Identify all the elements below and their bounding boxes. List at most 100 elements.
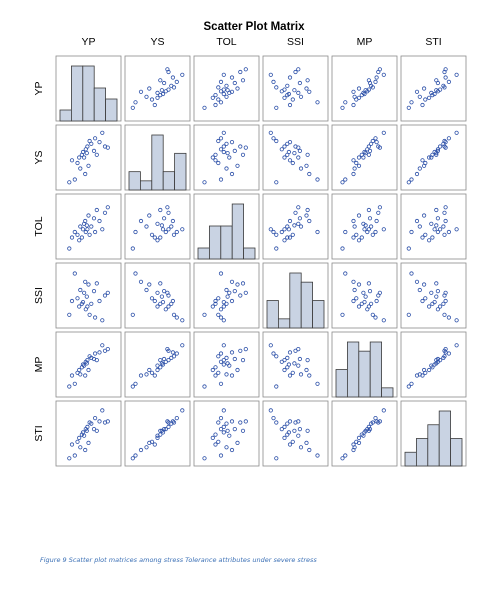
scatter-point-sti-tol-9: [229, 447, 235, 453]
scatter-point-ssi-yp-20: [100, 318, 105, 323]
cell-frame-ys-sti: [400, 124, 467, 191]
scatter-point-ssi-sti-0: [406, 312, 411, 317]
scatter-point-tol-ssi-9: [307, 218, 312, 224]
scatter-point-ys-yp-20: [100, 130, 105, 135]
scatter-point-mp-yp-8: [82, 363, 87, 368]
scatter-point-tol-sti-0: [406, 246, 411, 251]
scatter-point-mp-yp-17: [93, 351, 98, 356]
scatter-point-ssi-ys-3: [149, 296, 155, 301]
scatter-point-ys-tol-14: [216, 138, 221, 144]
scatter-point-mp-ssi-11: [292, 361, 297, 366]
scatter-point-ys-ssi-7: [286, 149, 291, 155]
scatter-point-tol-yp-19: [97, 218, 102, 224]
scatter-point-sti-ssi-16: [297, 426, 302, 432]
scatter-point-tol-sti-20: [454, 227, 459, 232]
scatter-point-ys-tol-17: [218, 136, 224, 141]
scatter-point-tol-sti-15: [441, 224, 446, 229]
scatter-point-yp-tol-7: [221, 91, 226, 97]
scatter-point-sti-mp-0: [340, 456, 345, 461]
scatter-point-mp-ssi-9: [307, 373, 312, 378]
histogram-bar-ys-1: [139, 180, 153, 191]
histogram-bar-sti-0: [404, 451, 417, 467]
scatter-point-mp-tol-11: [225, 361, 230, 366]
scatter-point-ssi-ys-5: [144, 287, 149, 293]
scatter-point-tol-ys-1: [152, 235, 157, 240]
scatter-point-mp-tol-20: [221, 343, 226, 348]
scatter-point-yp-ys-1: [152, 102, 157, 108]
scatter-point-ys-tol-18: [240, 152, 246, 157]
column-label-tol: TOL: [216, 36, 236, 48]
scatter-point-yp-sti-15: [441, 83, 446, 88]
scatter-point-ssi-sti-1: [420, 298, 425, 304]
scatter-point-tol-ssi-3: [290, 232, 295, 237]
scatter-point-tol-ys-13: [147, 213, 152, 218]
scatter-point-sti-ssi-22: [296, 419, 301, 424]
scatter-point-ssi-yp-1: [69, 298, 75, 304]
scatter-point-ssi-mp-13: [356, 282, 362, 287]
scatter-point-mp-ys-16: [162, 356, 167, 362]
scatter-point-yp-tol-13: [235, 86, 240, 91]
histogram-bar-tol-2: [220, 225, 233, 260]
scatter-point-tol-ys-22: [165, 205, 170, 210]
scatter-point-ssi-mp-8: [361, 290, 366, 295]
scatter-point-mp-ssi-0: [274, 384, 279, 389]
scatter-point-tol-ssi-1: [287, 235, 293, 240]
scatter-point-tol-ssi-19: [287, 218, 293, 224]
scatter-point-ssi-yp-5: [78, 287, 83, 293]
scatter-point-yp-ssi-12: [282, 87, 287, 92]
cell-frame-ys-ssi: [262, 124, 329, 191]
scatter-point-sti-ssi-15: [285, 421, 290, 426]
scatter-point-mp-ys-15: [169, 355, 174, 360]
scatter-point-ssi-tol-3: [216, 296, 221, 301]
scatter-point-ssi-tol-22: [243, 290, 248, 295]
scatter-point-tol-mp-7: [362, 227, 367, 232]
scatter-point-mp-yp-22: [105, 346, 110, 352]
scatter-point-sti-tol-8: [227, 433, 232, 438]
scatter-point-ssi-tol-14: [216, 312, 221, 317]
scatter-point-ssi-tol-5: [224, 287, 229, 293]
scatter-point-tol-ys-11: [159, 223, 164, 228]
scatter-point-tol-sti-14: [442, 232, 447, 237]
scatter-point-yp-ssi-2: [315, 100, 320, 105]
row-label-sti: STI: [33, 425, 45, 441]
scatter-point-ys-ssi-17: [271, 136, 276, 141]
scatter-point-yp-tol-0: [202, 105, 207, 110]
scatter-point-sti-yp-13: [86, 440, 91, 445]
scatter-point-mp-sti-9: [414, 373, 420, 378]
scatter-point-sti-tol-11: [225, 428, 230, 433]
scatter-point-tol-sti-10: [435, 229, 440, 235]
scatter-point-sti-ssi-12: [282, 424, 287, 429]
scatter-point-sti-ssi-8: [296, 433, 301, 438]
scatter-point-yp-tol-2: [218, 100, 224, 105]
scatter-point-mp-tol-0: [202, 384, 207, 389]
scatter-point-ys-sti-4: [426, 155, 432, 160]
scatter-point-ssi-mp-7: [362, 299, 367, 305]
scatter-point-mp-sti-12: [437, 357, 443, 363]
scatter-point-tol-mp-16: [367, 216, 373, 221]
scatter-point-sti-mp-13: [356, 440, 362, 445]
scatter-point-yp-sti-1: [420, 102, 425, 108]
scatter-point-mp-ssi-3: [290, 370, 295, 375]
scatter-point-tol-ys-15: [169, 224, 174, 229]
scatter-point-ys-mp-2: [343, 177, 348, 182]
scatter-point-yp-ssi-3: [290, 97, 295, 102]
scatter-point-sti-yp-1: [69, 442, 75, 447]
scatter-point-tol-mp-5: [352, 224, 357, 229]
scatter-point-tol-ys-7: [160, 227, 166, 232]
scatter-point-yp-ys-17: [174, 79, 179, 85]
scatter-point-ssi-mp-9: [351, 279, 356, 284]
scatter-point-sti-ssi-9: [307, 447, 312, 453]
scatter-point-ssi-yp-0: [67, 312, 72, 317]
scatter-point-yp-ssi-1: [287, 102, 293, 108]
scatter-point-mp-ssi-12: [282, 357, 287, 363]
scatter-point-sti-ssi-1: [287, 442, 293, 447]
scatter-point-yp-mp-7: [362, 91, 367, 97]
scatter-point-ssi-ys-16: [162, 288, 167, 294]
cell-frame-mp-sti: [400, 331, 467, 398]
cell-frame-ssi-sti: [400, 262, 467, 329]
scatter-point-sti-tol-19: [229, 419, 235, 424]
cell-frame-tol-sti: [400, 193, 467, 260]
scatter-point-yp-ys-8: [155, 90, 160, 96]
scatter-point-tol-yp-12: [85, 227, 90, 232]
scatter-point-ys-sti-5: [417, 166, 422, 171]
